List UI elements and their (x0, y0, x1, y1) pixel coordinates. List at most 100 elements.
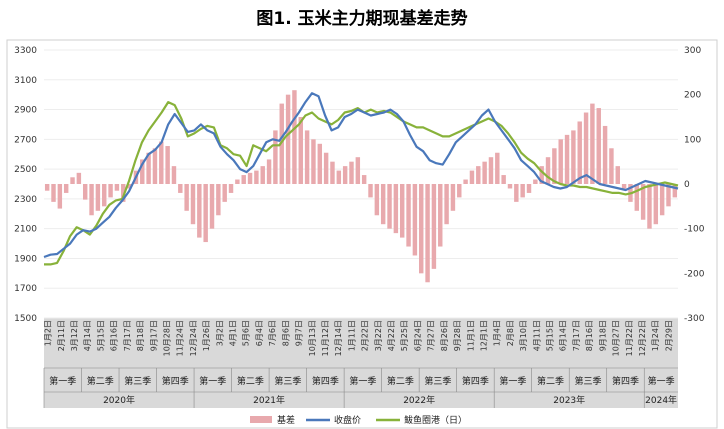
basis-bar-89 (609, 148, 614, 184)
x-tick-42: 9月18日 (598, 320, 607, 351)
chart-title: 图1. 玉米主力期现基差走势 (256, 9, 468, 29)
basis-bar-28 (222, 184, 227, 202)
right-tick-2: -100 (684, 225, 705, 235)
year-label-0: 2020年 (103, 394, 135, 406)
left-tick-6: 2700 (14, 135, 37, 145)
basis-bar-6 (82, 184, 88, 200)
x-tick-43: 10月27日 (612, 320, 621, 356)
basis-bar-36 (273, 130, 278, 184)
basis-bar-49 (355, 157, 361, 184)
left-tick-9: 3300 (14, 46, 37, 56)
basis-bar-86 (590, 103, 595, 184)
x-tick-12: 1月26日 (202, 320, 211, 351)
basis-bar-73 (507, 184, 513, 189)
basis-bar-33 (254, 170, 259, 184)
legend-label-port: 鲅鱼圈港（日） (404, 414, 467, 426)
quarter-label-4: 第一季 (199, 375, 226, 387)
basis-bar-52 (374, 184, 380, 216)
x-tick-14: 4月1日 (229, 320, 238, 346)
x-tick-36: 3月10日 (519, 320, 528, 351)
quarter-label-11: 第四季 (462, 375, 489, 387)
x-tick-17: 7月6日 (268, 320, 277, 346)
year-label-2: 2022年 (403, 394, 435, 406)
basis-bar-1 (51, 184, 56, 202)
x-axis-band (44, 318, 678, 408)
left-tick-3: 2100 (14, 225, 37, 235)
quarter-label-0: 第一季 (49, 375, 76, 387)
port-price-line (44, 100, 679, 266)
x-tick-46: 1月24日 (651, 320, 660, 351)
basis-bar-88 (602, 125, 608, 184)
year-label-1: 2021年 (253, 394, 285, 406)
quarter-label-6: 第三季 (274, 375, 301, 387)
basis-bar-7 (89, 184, 94, 216)
x-tick-15: 5月6日 (242, 320, 251, 346)
basis-bar-69 (482, 161, 487, 184)
basis-bar-8 (95, 184, 101, 211)
basis-bar-91 (621, 184, 627, 189)
basis-bar-68 (476, 166, 481, 184)
x-tick-24: 2月22日 (361, 320, 370, 351)
basis-bar-67 (469, 170, 475, 184)
right-tick-6: 300 (684, 46, 701, 56)
basis-bar-46 (336, 170, 342, 184)
x-axis-ticks: 1月2日 2月11日 3月12日 4月14日 5月15日 6月16日 7月17日 8月18日 9… (44, 320, 674, 356)
quarter-labels: 第一季 第二季 第三季 第四季 第一季 第二季 第三季 第四季 第一季 第二季 第三季 第四季 第一季第… (43, 368, 675, 392)
left-tick-5: 2500 (14, 165, 37, 175)
basis-bar-90 (615, 166, 620, 184)
basis-bar-4 (70, 177, 75, 184)
basis-bar-75 (520, 184, 525, 198)
right-axis-ticks: -300 -200 -100 0 100 200 300 (684, 46, 705, 324)
quarter-label-10: 第三季 (424, 375, 451, 387)
x-tick-47: 2月29日 (664, 320, 673, 351)
x-tick-6: 7月17日 (123, 320, 132, 351)
basis-bar-66 (463, 179, 468, 184)
right-tick-1: -200 (684, 269, 705, 279)
basis-bar-2 (57, 184, 63, 209)
left-tick-7: 2900 (14, 106, 37, 116)
basis-bar-9 (102, 184, 107, 207)
x-tick-29: 7月27日 (427, 320, 436, 351)
x-tick-38: 5月15日 (546, 320, 555, 351)
basis-bar-42 (311, 139, 316, 184)
basis-bar-58 (412, 184, 418, 256)
x-tick-41: 8月16日 (585, 320, 594, 351)
basis-bar-59 (419, 184, 424, 274)
quarter-label-2: 第三季 (124, 375, 151, 387)
basis-bar-29 (228, 184, 234, 193)
x-tick-22: 12月14日 (334, 320, 343, 356)
legend-label-close: 收盘价 (334, 414, 361, 426)
basis-bar-44 (323, 152, 329, 184)
basis-bar-55 (393, 184, 399, 234)
basis-bar-76 (526, 184, 532, 193)
year-label-4: 2024年 (645, 394, 677, 406)
basis-bar-35 (266, 159, 272, 184)
x-tick-26: 4月22日 (387, 320, 396, 351)
x-tick-7: 8月18日 (136, 320, 145, 351)
quarter-label-9: 第二季 (387, 375, 414, 387)
basis-bar-34 (260, 166, 265, 184)
x-tick-45: 12月22日 (638, 320, 647, 356)
quarter-label-14: 第三季 (574, 375, 601, 387)
left-tick-4: 2300 (14, 195, 37, 205)
basis-bar-20 (171, 166, 177, 184)
basis-bar-53 (380, 184, 386, 225)
basis-bar-24 (197, 184, 202, 238)
basis-bar-18 (159, 141, 164, 184)
x-tick-8: 9月17日 (149, 320, 158, 351)
x-tick-23: 1月11日 (347, 320, 356, 351)
basis-bar-54 (387, 184, 392, 229)
basis-bar-93 (634, 184, 640, 211)
x-tick-16: 6月4日 (255, 320, 264, 346)
basis-bar-94 (640, 184, 646, 220)
chart-frame (6, 39, 718, 429)
basis-bar-48 (349, 161, 354, 184)
basis-bar-81 (558, 139, 563, 184)
basis-bar-99 (672, 184, 678, 198)
close-price-line (43, 92, 679, 259)
basis-bar-97 (659, 184, 665, 216)
right-tick-4: 100 (684, 135, 701, 145)
x-tick-10: 11月24日 (176, 320, 185, 356)
right-tick-3: 0 (684, 180, 690, 190)
legend-label-basis: 基差 (277, 414, 295, 426)
